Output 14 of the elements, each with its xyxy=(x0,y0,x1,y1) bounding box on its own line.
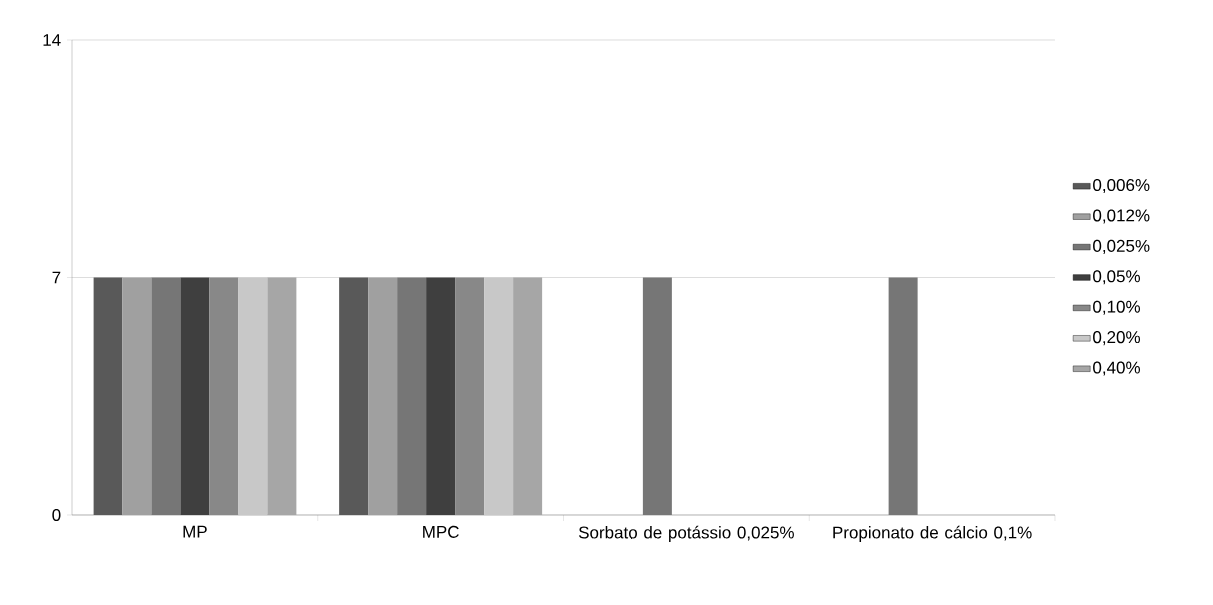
legend-label: 0,012% xyxy=(1093,209,1150,224)
y-tick-label: 7 xyxy=(52,271,61,284)
legend-label: 0,40% xyxy=(1093,361,1140,376)
legend-label: 0,10% xyxy=(1093,300,1140,315)
y-tick-label: 14 xyxy=(43,34,61,46)
x-tick-label: Propionato de cálcio 0,1% xyxy=(833,525,1032,542)
legend-label: 0,05% xyxy=(1093,270,1140,285)
y-tick-label: 0 xyxy=(52,508,61,522)
legend-label: 0,025% xyxy=(1093,239,1150,254)
x-tick-label: Sorbato de potássio 0,025% xyxy=(578,525,794,542)
x-tick-label: MP xyxy=(183,525,207,538)
x-tick-label: MPC xyxy=(423,525,459,538)
legend-label: 0,006% xyxy=(1093,179,1150,194)
legend-label: 0,20% xyxy=(1093,331,1140,346)
